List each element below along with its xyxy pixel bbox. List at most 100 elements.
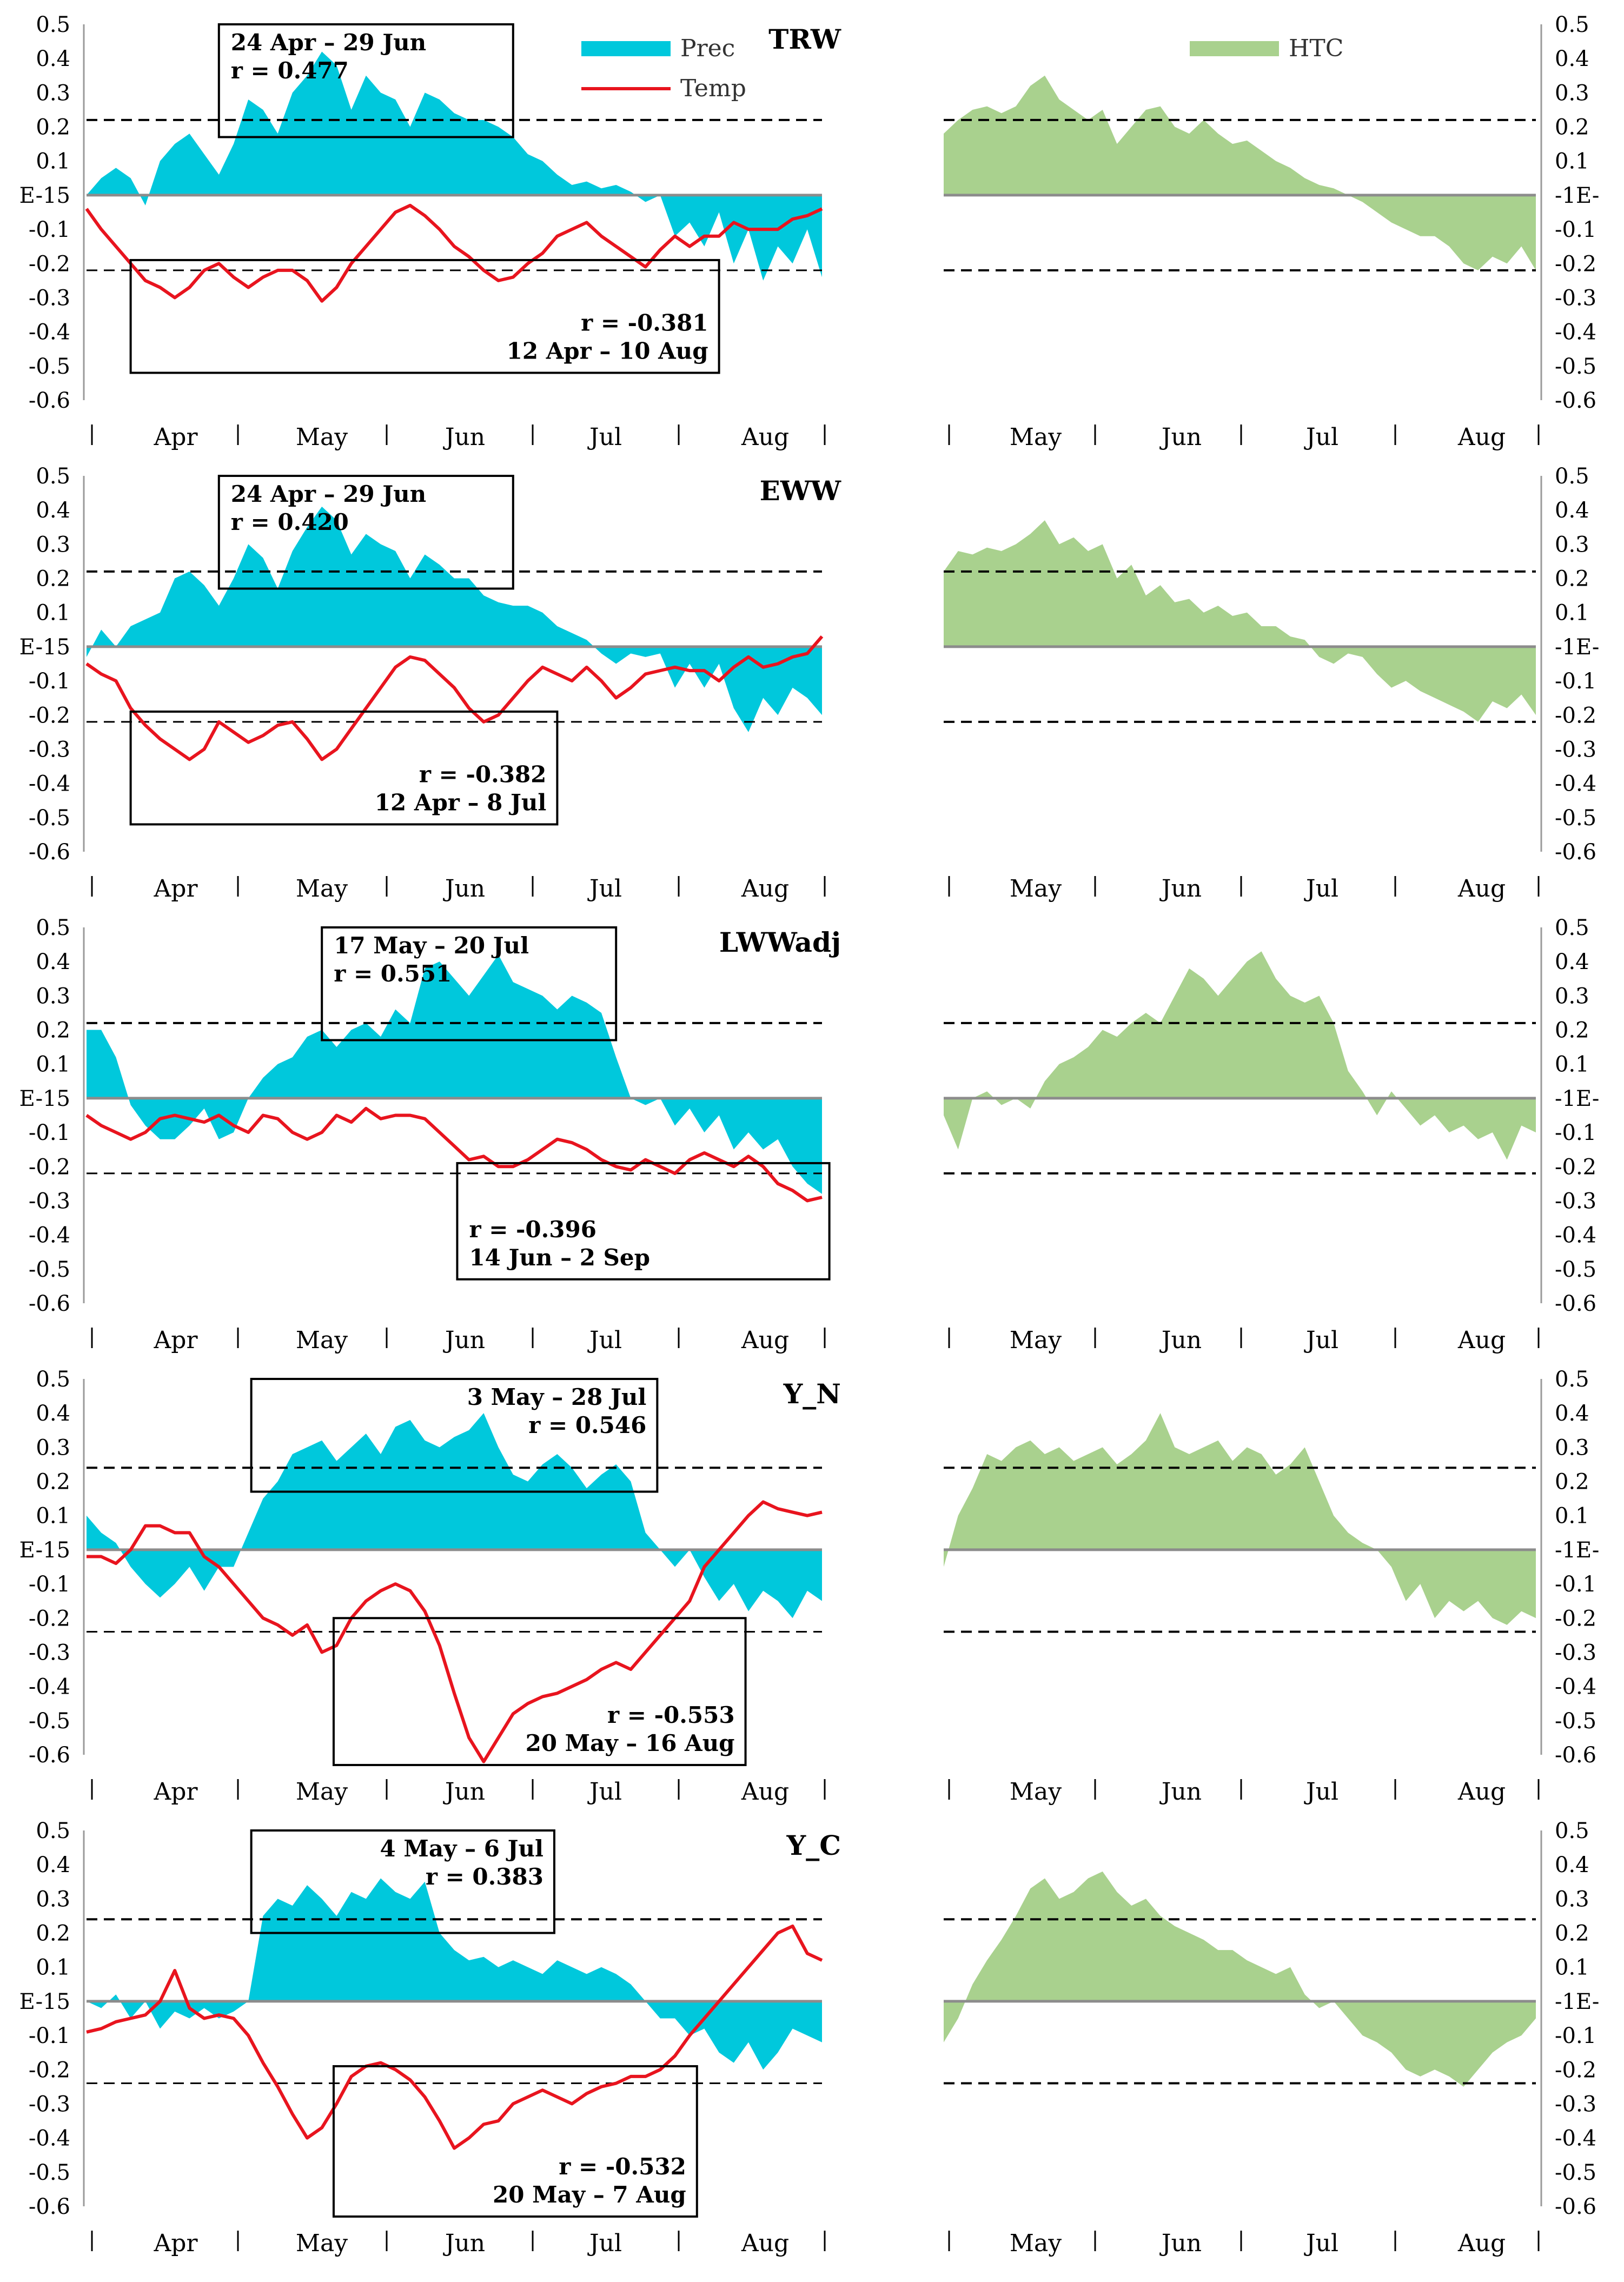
y-tick-label: 0.5 — [1555, 916, 1589, 940]
y-tick-label: 0.4 — [1555, 498, 1589, 523]
y-tick-label: -0.2 — [1555, 1155, 1596, 1179]
annotation-line-1: r = -0.382 — [419, 761, 547, 787]
y-tick-label: -0.6 — [29, 1743, 70, 1768]
y-tick-label: -0.6 — [29, 2194, 70, 2219]
month-label: May — [1010, 1326, 1062, 1354]
y-tick-label: 0.4 — [1555, 1853, 1589, 1878]
y-tick-label: -0.4 — [29, 1675, 70, 1700]
y-tick-label: 0.5 — [36, 464, 70, 489]
y-tick-label: 0.2 — [36, 567, 70, 592]
right-chart: 0.5 0.4 0.3 0.2 0.1 -1E- -0.1 -0.2 -0.3 -0.4 -0.5 -… — [944, 916, 1599, 1354]
y-tick-label: -0.4 — [1555, 772, 1596, 797]
y-tick-label: -0.2 — [29, 251, 70, 276]
month-label: Jun — [1159, 875, 1202, 903]
prec-area — [87, 51, 822, 281]
y-tick-label: E-15 — [19, 1538, 70, 1563]
month-label: Jul — [1304, 1326, 1338, 1354]
month-label: May — [1010, 1778, 1062, 1806]
panel-title: Y_C — [786, 1829, 841, 1861]
y-tick-label: -0.2 — [1555, 251, 1596, 276]
panel-lwwadj: 0.5 0.4 0.3 0.2 0.1 E-15 -0.1 -0.2 -0.3 -0.4 -0.5 -… — [19, 916, 1600, 1354]
month-label: Aug — [741, 2230, 789, 2257]
y-tick-label: -0.6 — [1555, 1743, 1596, 1768]
y-tick-label: -0.5 — [1555, 806, 1596, 831]
y-tick-label: -0.5 — [1555, 354, 1596, 379]
y-tick-label: -0.5 — [1555, 1257, 1596, 1282]
month-label: Jul — [1304, 875, 1338, 903]
y-tick-label: -0.1 — [29, 1572, 70, 1597]
annotation-frame — [250, 1829, 555, 1934]
y-tick-label: -0.1 — [29, 669, 70, 694]
left-chart: 0.5 0.4 0.3 0.2 0.1 E-15 -0.1 -0.2 -0.3 -0.4 -0.5 -… — [19, 464, 841, 903]
panel-eww: 0.5 0.4 0.3 0.2 0.1 E-15 -0.1 -0.2 -0.3 -0.4 -0.5 -… — [19, 464, 1600, 903]
month-label: Aug — [741, 423, 789, 451]
annotation-line-1: r = -0.396 — [469, 1216, 596, 1243]
y-tick-label: 0.3 — [36, 1435, 70, 1460]
legend-prec-label: Prec — [680, 35, 735, 62]
y-tick-label: -0.2 — [1555, 1606, 1596, 1631]
y-tick-label: 0.3 — [36, 984, 70, 1009]
annotation-line-2: r = 0.383 — [426, 1863, 543, 1890]
month-label: Jul — [587, 2230, 622, 2257]
right-chart: 0.5 0.4 0.3 0.2 0.1 -1E- -0.1 -0.2 -0.3 -0.4 -0.5 -… — [944, 12, 1599, 451]
annotation-line-1: r = -0.381 — [581, 309, 708, 336]
y-tick-label: -0.4 — [1555, 1675, 1596, 1700]
y-tick-label: 0.3 — [36, 532, 70, 557]
y-tick-label: E-15 — [19, 1989, 70, 2014]
y-tick-label: 0.2 — [36, 1921, 70, 1946]
left-chart: 0.5 0.4 0.3 0.2 0.1 E-15 -0.1 -0.2 -0.3 -0.4 -0.5 -… — [19, 916, 841, 1354]
panel-title: TRW — [768, 23, 841, 55]
panel-title: Y_N — [783, 1378, 841, 1410]
left-chart: 0.5 0.4 0.3 0.2 0.1 E-15 -0.1 -0.2 -0.3 -0.4 -0.5 -… — [19, 12, 841, 451]
y-tick-label: -0.1 — [1555, 1572, 1596, 1597]
annotation-frame — [217, 23, 514, 138]
y-tick-label: 0.5 — [36, 1367, 70, 1392]
month-label: Aug — [741, 875, 789, 903]
prec-area — [87, 1413, 822, 1618]
month-label: Jun — [1159, 423, 1202, 451]
y-tick-label: -0.4 — [29, 320, 70, 345]
y-tick-label: 0.4 — [36, 950, 70, 974]
y-tick-label: -0.1 — [1555, 2024, 1596, 2048]
y-tick-label: -0.2 — [29, 1155, 70, 1179]
y-tick-label: 0.1 — [36, 149, 70, 174]
y-tick-label: -1E- — [1555, 635, 1599, 660]
prec-area — [87, 506, 822, 732]
month-label: Aug — [741, 1326, 789, 1354]
month-label: May — [1010, 2230, 1062, 2257]
annotation-frame — [321, 926, 618, 1042]
temp-line — [87, 1500, 823, 1763]
month-label: Jun — [1159, 1778, 1202, 1806]
panel-y_n: 0.5 0.4 0.3 0.2 0.1 E-15 -0.1 -0.2 -0.3 -0.4 -0.5 -… — [19, 1367, 1600, 1806]
y-tick-label: 0.1 — [1555, 149, 1589, 174]
legend-htc-swatch — [1190, 41, 1279, 56]
y-tick-label: -0.2 — [29, 2058, 70, 2082]
month-label: Aug — [741, 1778, 789, 1806]
month-label: Aug — [1457, 423, 1506, 451]
annotation-frame — [332, 1617, 747, 1766]
annotation-line-2: 12 Apr – 8 Jul — [375, 789, 547, 815]
y-tick-label: -0.5 — [29, 1257, 70, 1282]
legend-prec-swatch — [581, 41, 671, 56]
month-label: May — [296, 875, 348, 903]
month-label: Jun — [443, 1326, 485, 1354]
y-tick-label: -0.6 — [29, 1291, 70, 1316]
legend-left: Prec Temp — [581, 35, 746, 102]
panel-y_c: 0.5 0.4 0.3 0.2 0.1 E-15 -0.1 -0.2 -0.3 -0.4 -0.5 -… — [19, 1819, 1600, 2257]
y-tick-label: 0.5 — [36, 1819, 70, 1843]
month-label: May — [1010, 423, 1062, 451]
y-tick-label: -0.3 — [1555, 2092, 1596, 2117]
panel-title: LWWadj — [719, 926, 841, 958]
annotation-line-1: 3 May – 28 Jul — [467, 1384, 647, 1410]
y-tick-label: 0.1 — [1555, 601, 1589, 626]
y-tick-label: -0.4 — [29, 772, 70, 797]
y-tick-label: -0.5 — [1555, 1709, 1596, 1734]
annotation-line-2: 20 May – 16 Aug — [526, 1730, 735, 1756]
annotation-frame — [129, 258, 720, 374]
y-tick-label: 0.3 — [1555, 1435, 1589, 1460]
